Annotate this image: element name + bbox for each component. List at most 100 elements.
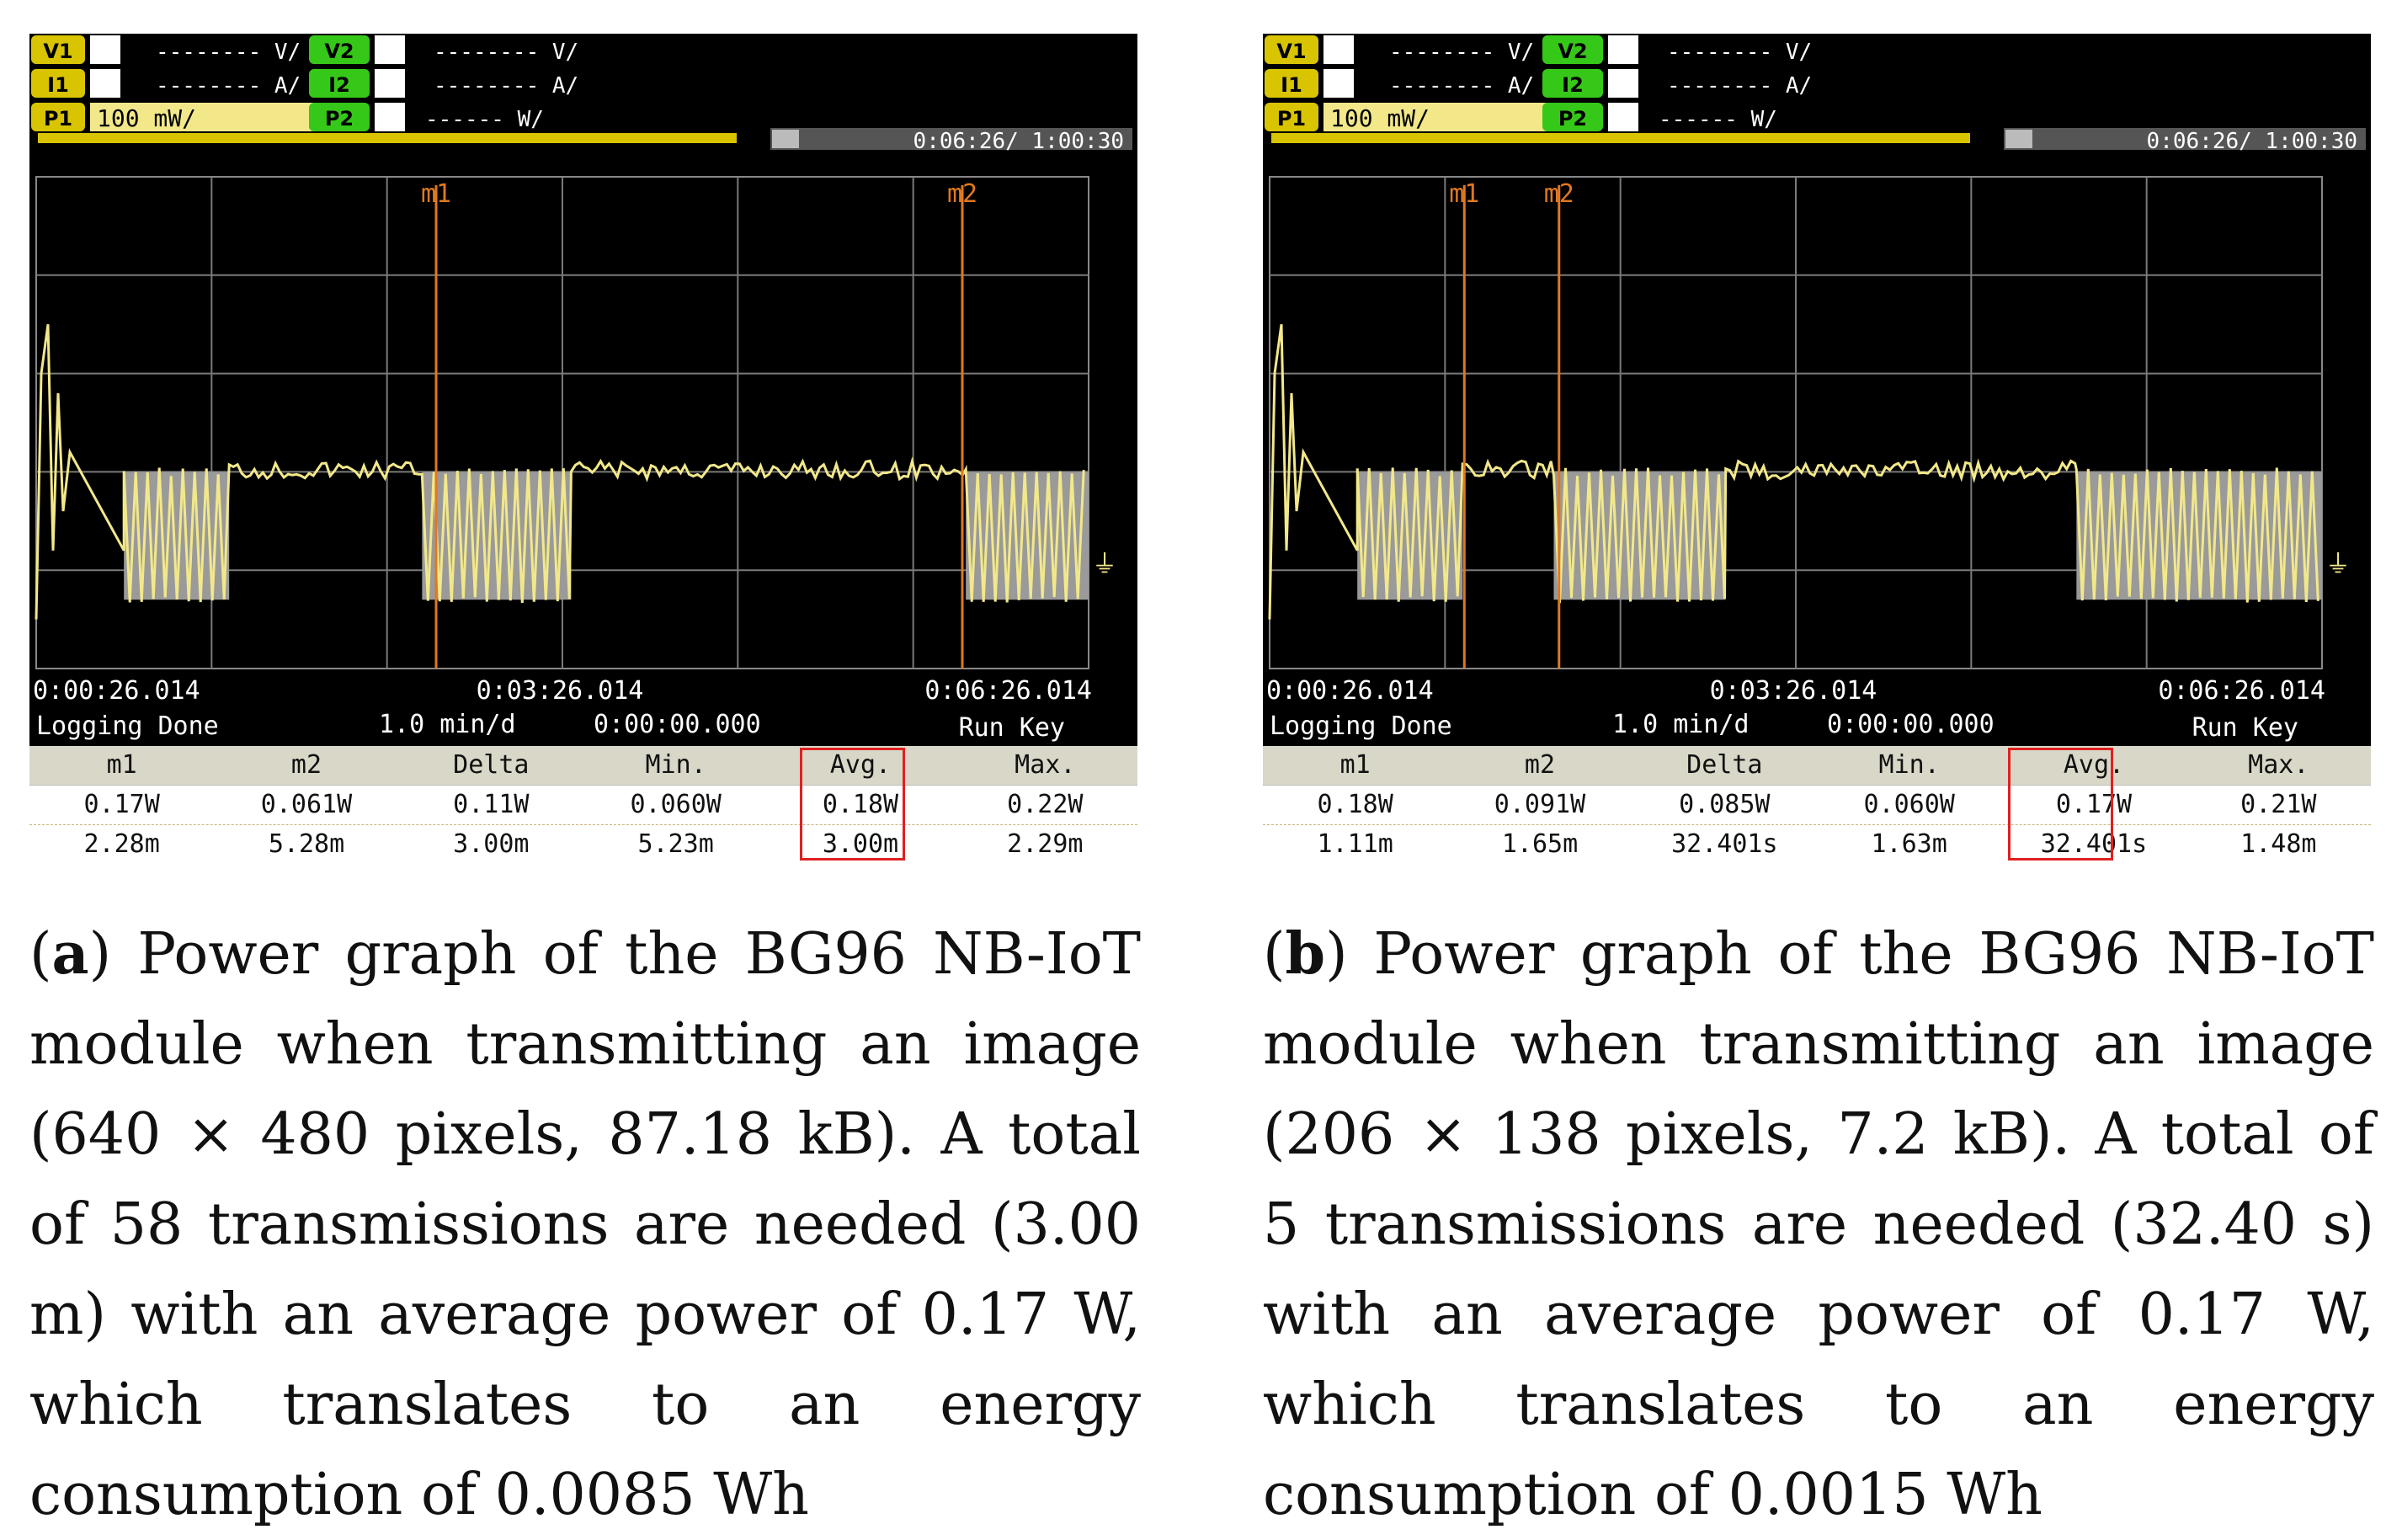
status-right: Run Key bbox=[2192, 713, 2298, 743]
caption-label: b bbox=[1285, 920, 1326, 988]
time-scroll-thumb[interactable] bbox=[2005, 130, 2032, 148]
i1-badge bbox=[31, 69, 85, 98]
start-time: 0:00:26.014 bbox=[33, 676, 200, 706]
power-plot: m1 m2 ⏚ bbox=[35, 176, 1117, 669]
mid-time: 0:03:26.014 bbox=[477, 676, 644, 706]
scope-display: V1 -------- V/ I1 -------- A/ P1 100 mW/… bbox=[1265, 35, 2366, 743]
caption-label: a bbox=[51, 920, 89, 988]
time-readout: 0:06:26/ 1:00:30 bbox=[913, 129, 1124, 154]
p2-value: ------ W/ bbox=[425, 107, 544, 132]
table-cell: 0.18W bbox=[822, 790, 899, 819]
v2-label: V2 bbox=[1558, 40, 1587, 63]
figure-panel-a: V1 -------- V/ I1 -------- A/ P1 100 mW/… bbox=[0, 0, 1170, 1532]
table-row-power: 0.18W 0.091W 0.085W 0.060W 0.17W 0.21W bbox=[1263, 785, 2371, 824]
timebase: 1.0 min/d bbox=[1612, 710, 1750, 739]
table-cell: 0.21W bbox=[2240, 790, 2317, 819]
v2-value: -------- V/ bbox=[1667, 40, 1812, 65]
v2-label: V2 bbox=[324, 40, 354, 63]
logging-progress-bar bbox=[1271, 133, 1970, 143]
i1-swatch bbox=[90, 69, 120, 98]
table-header-cell: m2 bbox=[290, 750, 322, 780]
marker-m1-label: m1 bbox=[421, 179, 451, 209]
timebase: 1.0 min/d bbox=[379, 710, 516, 739]
v2-value: -------- V/ bbox=[434, 40, 578, 65]
p1-badge bbox=[31, 103, 85, 131]
i1-value: -------- A/ bbox=[156, 73, 301, 99]
table-header-cell: m2 bbox=[1524, 750, 1556, 780]
table-cell: 0.17W bbox=[2055, 790, 2133, 819]
table-cell: 0.060W bbox=[1863, 790, 1955, 819]
p1-value-box bbox=[1323, 103, 1559, 131]
scope-display: V1 -------- V/ I1 -------- A/ P1 100 mW/… bbox=[31, 35, 1132, 743]
power-trace bbox=[35, 323, 1085, 620]
power-trace bbox=[1268, 323, 2319, 620]
table-header-cell: Max. bbox=[2248, 750, 2309, 780]
end-time: 0:06:26.014 bbox=[924, 676, 1092, 706]
p2-label: P2 bbox=[1558, 107, 1587, 131]
table-cell: 2.28m bbox=[83, 829, 160, 859]
table-header-cell: Min. bbox=[1878, 750, 1940, 780]
status-left: Logging Done bbox=[36, 711, 219, 741]
table-header-cell: Min. bbox=[645, 750, 706, 780]
v2-swatch bbox=[1608, 35, 1638, 64]
avg-highlight-box bbox=[2008, 748, 2113, 861]
table-cell: 0.22W bbox=[1007, 790, 1084, 819]
v1-swatch bbox=[90, 35, 120, 64]
time-readout: 0:06:26/ 1:00:30 bbox=[2147, 129, 2357, 154]
oscilloscope-screen: V1 -------- V/ I1 -------- A/ P1 100 mW/… bbox=[1263, 34, 2371, 864]
i1-badge bbox=[1265, 69, 1318, 98]
v1-badge bbox=[1265, 35, 1318, 64]
table-row-time: 2.28m 5.28m 3.00m 5.23m 3.00m 2.29m bbox=[29, 824, 1137, 864]
time-readout-bar bbox=[2004, 128, 2366, 150]
time-offset: 0:00:00.000 bbox=[594, 710, 761, 739]
i2-label: I2 bbox=[1562, 73, 1584, 97]
table-header-cell: Delta bbox=[453, 750, 530, 780]
p2-badge bbox=[309, 103, 370, 131]
table-cell: 2.29m bbox=[1007, 829, 1084, 859]
caption-text: Power graph of the BG96 NB-IoT module wh… bbox=[1263, 921, 2374, 1528]
table-cell: 0.085W bbox=[1679, 790, 1771, 819]
measurement-table: m1 m2 Delta Min. Avg. Max. 0.17W 0.061W … bbox=[29, 746, 1137, 864]
time-offset: 0:00:00.000 bbox=[1827, 710, 1995, 739]
table-header-cell: Avg. bbox=[2063, 750, 2125, 780]
time-readout-bar bbox=[770, 128, 1132, 150]
table-header-row: m1 m2 Delta Min. Avg. Max. bbox=[1263, 746, 2371, 785]
v1-value: -------- V/ bbox=[1389, 40, 1534, 65]
i2-swatch bbox=[1608, 69, 1638, 98]
logging-progress-bar bbox=[38, 133, 737, 143]
table-cell: 32.401s bbox=[1671, 829, 1778, 859]
table-row-time: 1.11m 1.65m 32.401s 1.63m 32.401s 1.48m bbox=[1263, 824, 2371, 864]
table-cell: 3.00m bbox=[822, 829, 899, 859]
table-cell: 0.18W bbox=[1317, 790, 1393, 819]
table-row-power: 0.17W 0.061W 0.11W 0.060W 0.18W 0.22W bbox=[29, 785, 1137, 824]
status-right: Run Key bbox=[959, 713, 1065, 743]
caption-text: Power graph of the BG96 NB-IoT module wh… bbox=[29, 921, 1141, 1528]
v1-value: -------- V/ bbox=[156, 40, 301, 65]
v1-swatch bbox=[1323, 35, 1354, 64]
v1-badge bbox=[31, 35, 85, 64]
power-plot: m1 m2 ⏚ bbox=[1268, 176, 2351, 669]
i2-value: -------- A/ bbox=[434, 73, 578, 99]
burst-fill bbox=[124, 472, 1089, 600]
i1-swatch bbox=[1323, 69, 1354, 98]
p1-value-box bbox=[90, 103, 326, 131]
v2-swatch bbox=[375, 35, 405, 64]
measurement-table: m1 m2 Delta Min. Avg. Max. 0.18W 0.091W … bbox=[1263, 746, 2371, 864]
v1-label: V1 bbox=[43, 40, 72, 63]
p1-label: P1 bbox=[44, 107, 72, 131]
i1-label: I1 bbox=[47, 73, 69, 97]
p1-label: P1 bbox=[1277, 107, 1306, 131]
v2-badge bbox=[1542, 35, 1603, 64]
table-cell: 5.28m bbox=[268, 829, 345, 859]
table-cell: 0.11W bbox=[453, 790, 530, 819]
time-scroll-thumb[interactable] bbox=[772, 130, 799, 148]
status-left: Logging Done bbox=[1270, 711, 1452, 741]
marker-m2-label: m2 bbox=[1544, 179, 1574, 209]
end-time: 0:06:26.014 bbox=[2158, 676, 2325, 706]
table-cell: 5.23m bbox=[637, 829, 714, 859]
marker-m2-label: m2 bbox=[947, 179, 977, 209]
figure-caption: (a) Power graph of the BG96 NB-IoT modul… bbox=[29, 920, 1141, 1528]
table-cell: 3.00m bbox=[453, 829, 530, 859]
figure-panel-b: V1 -------- V/ I1 -------- A/ P1 100 mW/… bbox=[1233, 0, 2402, 1532]
ground-ref-icon: ⏚ bbox=[2325, 550, 2351, 579]
